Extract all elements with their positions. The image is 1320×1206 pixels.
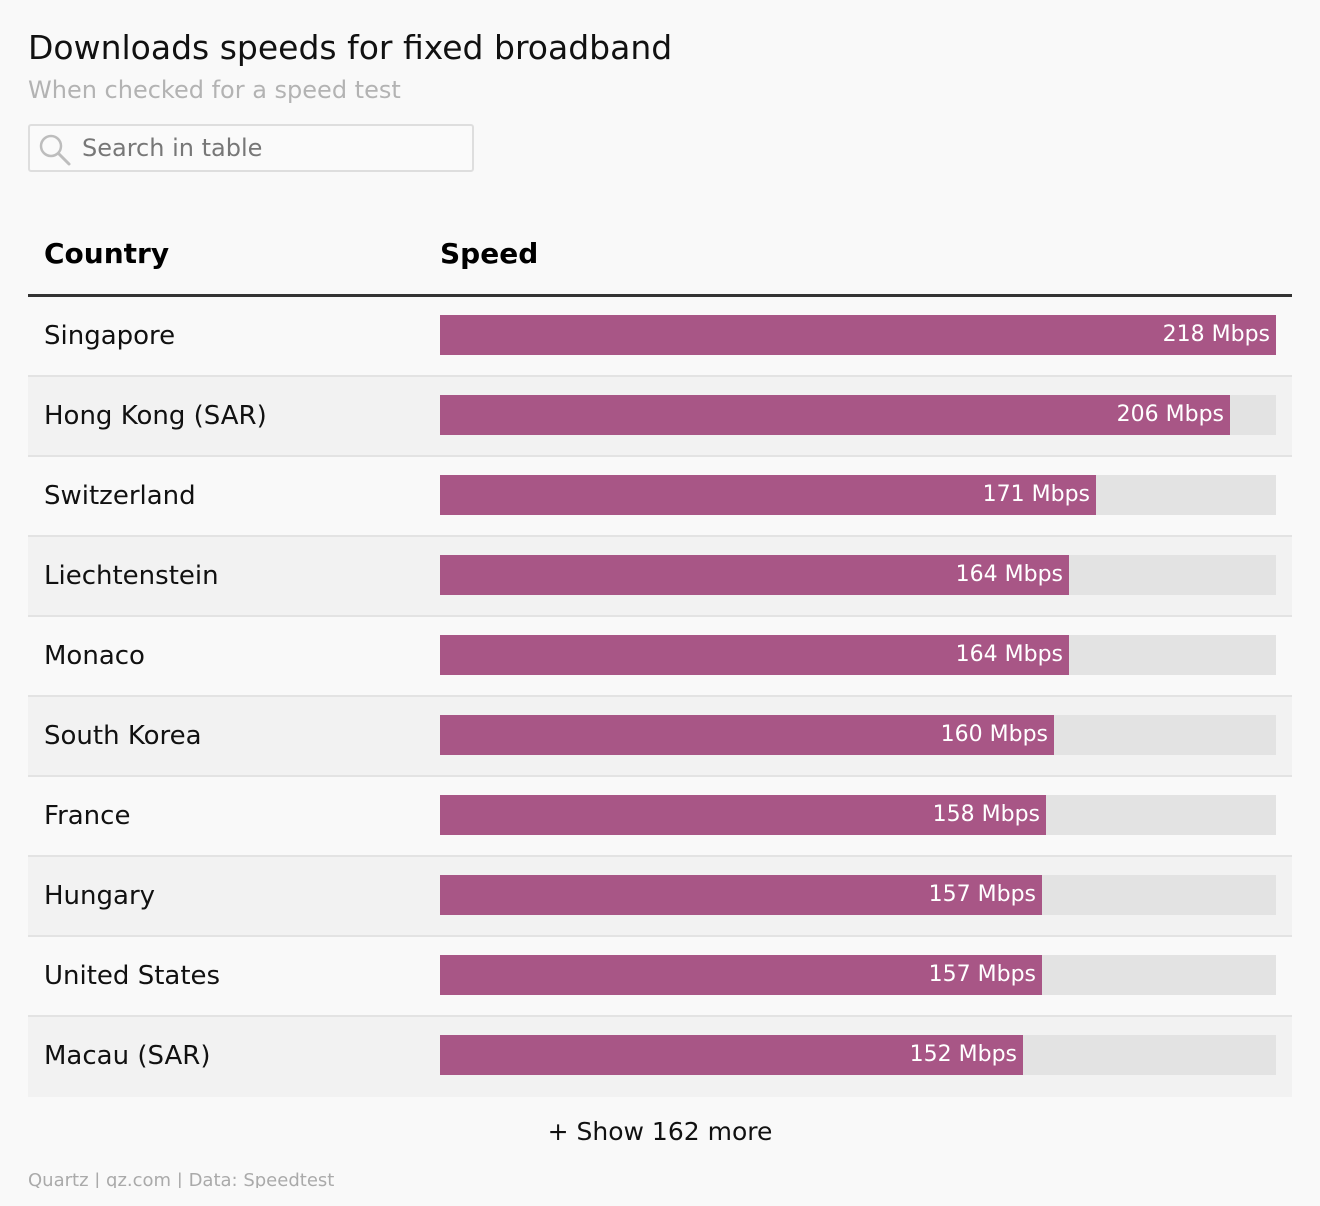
speed-value-label: 171 Mbps bbox=[982, 482, 1090, 507]
table-body: Singapore 218 Mbps Hong Kong (SAR) 206 Mbps… bbox=[28, 297, 1292, 1097]
search-input[interactable] bbox=[82, 128, 462, 168]
speed-bar: 218 Mbps bbox=[440, 315, 1276, 355]
search-icon bbox=[39, 134, 71, 166]
table-row: United States 157 Mbps bbox=[28, 937, 1292, 1017]
speed-bar-track: 157 Mbps bbox=[440, 875, 1276, 915]
country-cell: France bbox=[44, 801, 131, 831]
speed-bar-track: 171 Mbps bbox=[440, 475, 1276, 515]
country-cell: United States bbox=[44, 961, 221, 991]
country-cell: Macau (SAR) bbox=[44, 1041, 211, 1071]
speed-bar-track: 164 Mbps bbox=[440, 635, 1276, 675]
speed-bar-track: 218 Mbps bbox=[440, 315, 1276, 355]
table-row: Hungary 157 Mbps bbox=[28, 857, 1292, 937]
country-cell: Liechtenstein bbox=[44, 561, 219, 591]
country-cell: Singapore bbox=[44, 321, 176, 351]
speed-bar: 164 Mbps bbox=[440, 555, 1069, 595]
table-row: Hong Kong (SAR) 206 Mbps bbox=[28, 377, 1292, 457]
speed-value-label: 158 Mbps bbox=[932, 802, 1040, 827]
speed-bar-track: 152 Mbps bbox=[440, 1035, 1276, 1075]
speed-bar-track: 206 Mbps bbox=[440, 395, 1276, 435]
country-cell: Hong Kong (SAR) bbox=[44, 401, 267, 431]
speed-value-label: 164 Mbps bbox=[955, 562, 1063, 587]
speed-value-label: 218 Mbps bbox=[1162, 322, 1270, 347]
search-box[interactable] bbox=[28, 124, 474, 172]
table-row: Singapore 218 Mbps bbox=[28, 297, 1292, 377]
speed-bar: 152 Mbps bbox=[440, 1035, 1023, 1075]
speed-value-label: 152 Mbps bbox=[909, 1042, 1017, 1067]
speed-bar-track: 160 Mbps bbox=[440, 715, 1276, 755]
speed-value-label: 160 Mbps bbox=[940, 722, 1048, 747]
country-cell: South Korea bbox=[44, 721, 202, 751]
speed-value-label: 164 Mbps bbox=[955, 642, 1063, 667]
chart-subtitle: When checked for a speed test bbox=[28, 76, 401, 104]
table-row: France 158 Mbps bbox=[28, 777, 1292, 857]
show-more-row: + Show 162 more bbox=[28, 1112, 1292, 1152]
table-row: Macau (SAR) 152 Mbps bbox=[28, 1017, 1292, 1097]
chart-title: Downloads speeds for fixed broadband bbox=[28, 28, 673, 67]
speed-bar: 160 Mbps bbox=[440, 715, 1054, 755]
country-cell: Hungary bbox=[44, 881, 156, 911]
speed-bar-track: 157 Mbps bbox=[440, 955, 1276, 995]
speed-bar-track: 158 Mbps bbox=[440, 795, 1276, 835]
country-cell: Monaco bbox=[44, 641, 145, 671]
show-more-button[interactable]: + Show 162 more bbox=[547, 1117, 773, 1146]
speed-bar: 157 Mbps bbox=[440, 875, 1042, 915]
speed-bar: 206 Mbps bbox=[440, 395, 1230, 435]
speed-value-label: 206 Mbps bbox=[1116, 402, 1224, 427]
speed-bar: 171 Mbps bbox=[440, 475, 1096, 515]
country-cell: Switzerland bbox=[44, 481, 196, 511]
table-row: South Korea 160 Mbps bbox=[28, 697, 1292, 777]
table-row: Monaco 164 Mbps bbox=[28, 617, 1292, 697]
speed-bar-track: 164 Mbps bbox=[440, 555, 1276, 595]
speed-value-label: 157 Mbps bbox=[928, 882, 1036, 907]
column-header-country[interactable]: Country bbox=[44, 237, 170, 270]
table-header: Country Speed bbox=[28, 214, 1292, 297]
speed-bar: 158 Mbps bbox=[440, 795, 1046, 835]
table-row: Switzerland 171 Mbps bbox=[28, 457, 1292, 537]
table-row: Liechtenstein 164 Mbps bbox=[28, 537, 1292, 617]
source-credit: Quartz | qz.com | Data: Speedtest bbox=[28, 1170, 335, 1188]
speed-bar: 164 Mbps bbox=[440, 635, 1069, 675]
speed-value-label: 157 Mbps bbox=[928, 962, 1036, 987]
speed-bar: 157 Mbps bbox=[440, 955, 1042, 995]
column-header-speed[interactable]: Speed bbox=[440, 237, 539, 270]
